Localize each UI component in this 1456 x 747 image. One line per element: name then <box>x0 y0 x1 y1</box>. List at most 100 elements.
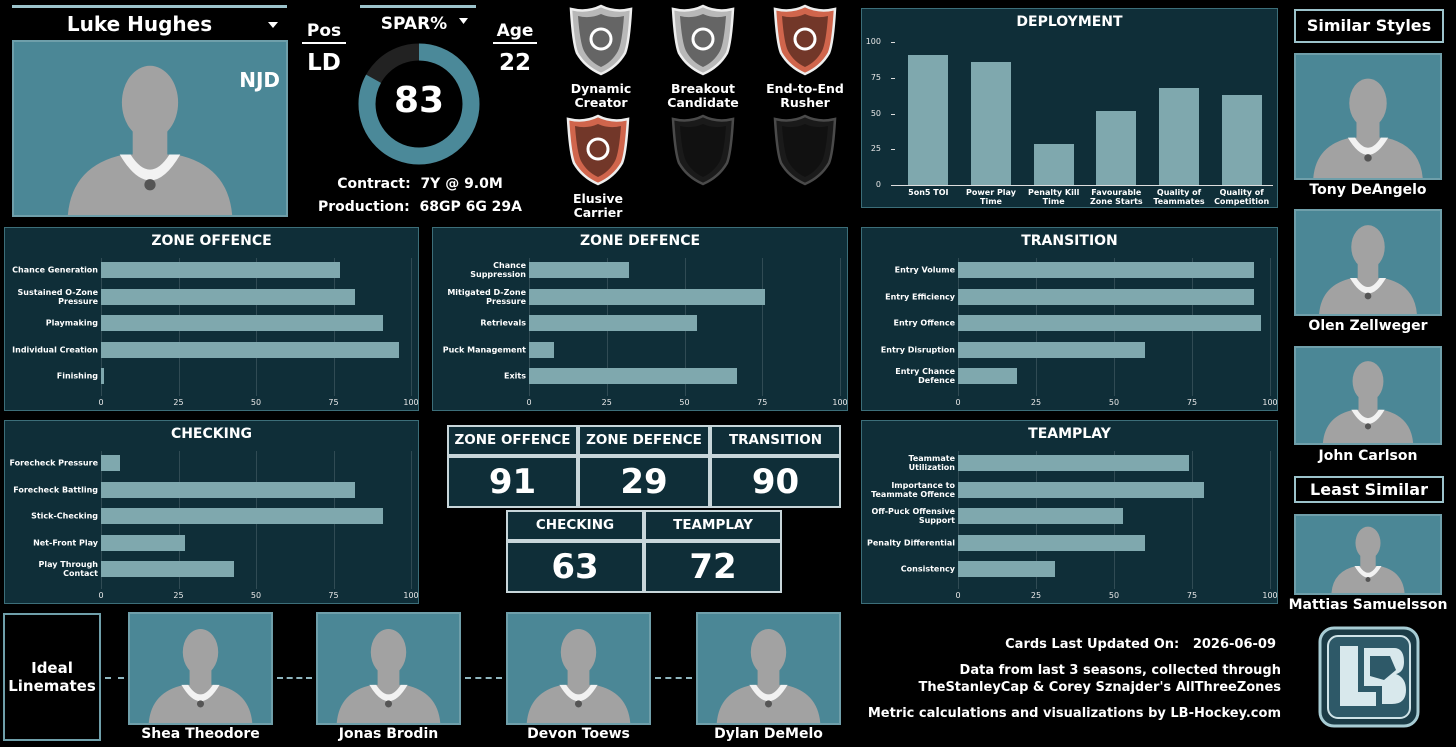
player-photo <box>1294 514 1442 595</box>
badge <box>773 4 837 76</box>
y-tick-label: 50 <box>870 108 881 118</box>
connector <box>655 677 692 679</box>
dropdown-arrow[interactable] <box>268 22 278 28</box>
player-name[interactable]: Luke Hughes <box>66 12 213 36</box>
chart-panel: DEPLOYMENT 0 25 50 75 100 5on5 TOI Power Play T… <box>861 8 1278 208</box>
player-name: Shea Theodore <box>141 726 260 742</box>
badge-name: Breakout Candidate <box>667 81 739 110</box>
axis-line <box>893 185 1273 186</box>
x-tick-label: Quality of Teammates <box>1153 188 1205 206</box>
score-label: TEAMPLAY <box>644 510 782 541</box>
chart-panel: ZONE OFFENCE 0 25 50 75 100 Chance Generation S… <box>4 227 419 411</box>
rule <box>12 5 287 8</box>
emblem <box>589 27 613 51</box>
shield-inner <box>578 14 624 67</box>
x-tick-label: 75 <box>757 398 768 407</box>
x-tick-label: 5on5 TOI <box>908 188 949 197</box>
x-tick-label: 0 <box>955 398 961 407</box>
x-tick-label: 100 <box>403 591 419 600</box>
category-label: Off-Puck Offensive Support <box>871 507 955 525</box>
bar <box>101 561 235 577</box>
category-label: Chance Generation <box>12 265 98 275</box>
player-photo: NJD <box>12 40 288 217</box>
collar <box>1349 277 1387 294</box>
crest <box>1364 423 1372 430</box>
similar-title: Similar Styles <box>1294 9 1444 43</box>
bar <box>101 341 399 358</box>
badge-name: Dynamic Creator <box>570 81 632 110</box>
head <box>1349 78 1387 128</box>
x-tick-label: 75 <box>1186 398 1198 407</box>
player-photo[interactable] <box>1294 346 1442 445</box>
spar-value: 83 <box>393 80 445 121</box>
donut-arc <box>358 43 480 165</box>
x-tick-label: 75 <box>328 591 339 600</box>
dropdown-arrow[interactable] <box>459 18 468 24</box>
player-name: Olen Zellweger <box>1308 318 1428 334</box>
chart-panel: TRANSITION 0 25 50 75 100 Entry Volume Entry Ef… <box>861 227 1278 411</box>
category-label: Entry Offence <box>893 318 956 328</box>
grid-line <box>1270 258 1271 396</box>
connector <box>277 677 312 679</box>
production: 68GP 6G 29A <box>419 199 523 215</box>
bar <box>958 508 1124 524</box>
category-label: Play Through Contact <box>38 560 98 578</box>
x-tick-label: 100 <box>832 398 848 407</box>
x-tick-label: 0 <box>98 398 104 407</box>
shield-inner <box>575 124 621 177</box>
silhouette <box>336 628 441 723</box>
bar <box>958 481 1205 498</box>
x-tick-label: 100 <box>1262 398 1278 407</box>
bar <box>958 315 1261 331</box>
badge-name: Elusive Carrier <box>572 191 624 220</box>
category-label: Chance Suppression <box>470 261 526 279</box>
player-name: Tony DeAngelo <box>1309 182 1427 198</box>
player-photo[interactable] <box>1294 53 1442 180</box>
crest <box>764 700 773 708</box>
category-label: Net-Front Play <box>33 538 98 547</box>
collar <box>119 154 181 181</box>
player-name: Jonas Brodin <box>338 726 439 742</box>
head <box>1355 526 1381 560</box>
updated-label: Cards Last Updated On: <box>1005 637 1180 652</box>
shield-inner <box>782 124 828 177</box>
x-tick-label: Power Play Time <box>966 188 1016 206</box>
crest <box>196 700 205 708</box>
grid-line <box>840 258 841 396</box>
score-value: 90 <box>710 456 841 508</box>
silhouette <box>1331 526 1405 593</box>
bar <box>970 62 1012 185</box>
badge-name: End-to-End Rusher <box>766 81 844 110</box>
category-label: Forecheck Pressure <box>9 458 98 468</box>
contract: 7Y @ 9.0M <box>420 176 503 192</box>
chart-title: ZONE DEFENCE <box>579 233 701 249</box>
bar <box>101 481 356 498</box>
collar <box>749 684 788 702</box>
grid-line <box>1192 451 1193 589</box>
player-photo[interactable] <box>1294 209 1442 316</box>
bar <box>101 534 185 551</box>
score-label: TRANSITION <box>710 425 841 456</box>
badge-empty <box>671 114 735 186</box>
bar <box>908 54 949 185</box>
pos: LD <box>307 50 341 76</box>
crest <box>1365 577 1371 583</box>
contract-line: Contract: 7Y @ 9.0M <box>300 176 540 192</box>
x-tick-label: 25 <box>1030 591 1042 600</box>
collar <box>369 684 408 702</box>
bar <box>1158 87 1200 185</box>
chart-title: CHECKING <box>170 426 253 442</box>
player-name: Dylan DeMelo <box>714 726 823 742</box>
silhouette <box>1322 361 1414 443</box>
grid-line <box>411 258 412 396</box>
bar <box>101 455 120 471</box>
category-label: Entry Efficiency <box>885 292 955 301</box>
linemates-title: Ideal Linemates <box>3 613 101 741</box>
shield-inner <box>680 124 726 177</box>
head <box>1351 225 1385 269</box>
bar <box>101 262 340 278</box>
x-tick-label: 50 <box>250 591 262 600</box>
spar-label[interactable]: SPAR% <box>380 14 448 34</box>
category-label: Importance to Teammate Offence <box>871 480 955 499</box>
